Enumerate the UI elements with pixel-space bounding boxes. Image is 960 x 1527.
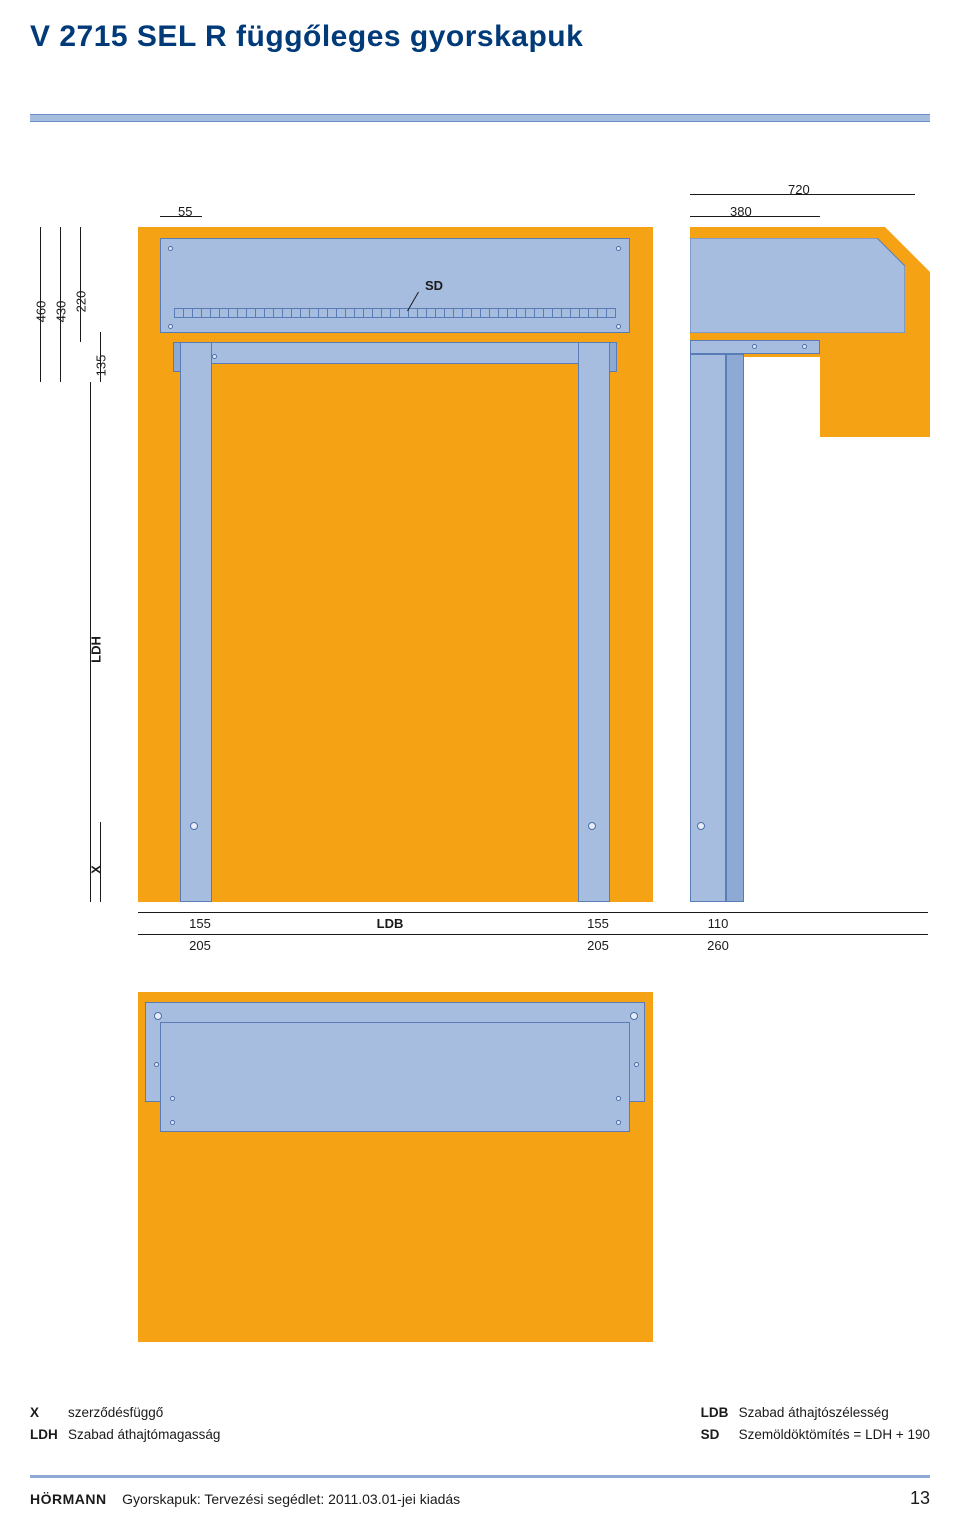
dimline-bottom-1 bbox=[138, 912, 928, 913]
hole bbox=[697, 822, 705, 830]
dim-205-l: 205 bbox=[180, 938, 220, 953]
hole bbox=[588, 822, 596, 830]
dim-260: 260 bbox=[698, 938, 738, 953]
legend-key: SD bbox=[701, 1424, 739, 1446]
vguide-220 bbox=[80, 227, 81, 342]
divider-band bbox=[30, 114, 930, 122]
figure-elevations: 55 720 380 460 430 220 135 LDH X SD bbox=[30, 182, 930, 942]
hole bbox=[170, 1096, 175, 1101]
legend-val: Szabad áthajtómagasság bbox=[68, 1427, 220, 1442]
side-hood bbox=[690, 238, 905, 333]
legend-col-right: LDBSzabad áthajtószélesség SDSzemöldöktö… bbox=[701, 1402, 930, 1445]
dimline-bottom-2 bbox=[138, 934, 928, 935]
vguide-430 bbox=[60, 227, 61, 382]
legend-val: Szemöldöktömítés = LDH + 190 bbox=[739, 1427, 930, 1442]
hole bbox=[212, 354, 217, 359]
dimline-55 bbox=[160, 216, 202, 217]
side-pillar bbox=[690, 354, 726, 902]
hole bbox=[616, 246, 621, 251]
legend-val: Szabad áthajtószélesség bbox=[739, 1405, 889, 1420]
front-header-teeth bbox=[174, 308, 616, 318]
hole bbox=[802, 344, 807, 349]
hole bbox=[616, 1120, 621, 1125]
legend-key: LDH bbox=[30, 1424, 68, 1446]
legend-col-left: Xszerződésfüggő LDHSzabad áthajtómagassá… bbox=[30, 1402, 220, 1445]
legend: Xszerződésfüggő LDHSzabad áthajtómagassá… bbox=[30, 1402, 930, 1445]
dim-155-l: 155 bbox=[180, 916, 220, 931]
legend-key: LDB bbox=[701, 1402, 739, 1424]
hole bbox=[170, 1120, 175, 1125]
dim-135: 135 bbox=[94, 351, 109, 381]
dim-ldb: LDB bbox=[360, 916, 420, 931]
legend-val: szerződésfüggő bbox=[68, 1405, 163, 1420]
dim-sd: SD bbox=[425, 278, 443, 293]
footer: HÖRMANN Gyorskapuk: Tervezési segédlet: … bbox=[30, 1488, 930, 1509]
hole bbox=[168, 324, 173, 329]
dim-430: 430 bbox=[54, 297, 69, 327]
dim-110: 110 bbox=[698, 916, 738, 931]
legend-key: X bbox=[30, 1402, 68, 1424]
vguide-460 bbox=[40, 227, 41, 382]
hole bbox=[168, 246, 173, 251]
hole bbox=[634, 1062, 639, 1067]
dim-155-r: 155 bbox=[578, 916, 618, 931]
brand-logo: HÖRMANN bbox=[30, 1491, 107, 1507]
dimline-720 bbox=[690, 194, 915, 195]
hole bbox=[154, 1062, 159, 1067]
dim-205-r: 205 bbox=[578, 938, 618, 953]
figure-plan bbox=[30, 992, 930, 1362]
hole bbox=[616, 1096, 621, 1101]
hole bbox=[616, 324, 621, 329]
dim-460: 460 bbox=[34, 297, 49, 327]
hole bbox=[752, 344, 757, 349]
front-right-pillar bbox=[578, 342, 610, 902]
footer-text: Gyorskapuk: Tervezési segédlet: 2011.03.… bbox=[122, 1491, 460, 1507]
hole bbox=[190, 822, 198, 830]
hole bbox=[630, 1012, 638, 1020]
side-pillar-back bbox=[726, 354, 744, 902]
front-rail bbox=[180, 342, 610, 364]
front-header-box bbox=[160, 238, 630, 333]
page-number: 13 bbox=[910, 1488, 930, 1509]
vguide-ldh bbox=[90, 382, 91, 902]
hole bbox=[154, 1012, 162, 1020]
plan-inner-beam bbox=[160, 1022, 630, 1132]
vguide-135 bbox=[100, 332, 101, 382]
front-left-pillar bbox=[180, 342, 212, 902]
vguide-x bbox=[100, 822, 101, 902]
front-rail-rbracket bbox=[609, 342, 617, 372]
footer-rule bbox=[30, 1475, 930, 1478]
page-title: V 2715 SEL R függőleges gyorskapuk bbox=[30, 20, 930, 54]
dimline-380 bbox=[690, 216, 820, 217]
dim-220: 220 bbox=[74, 287, 89, 317]
